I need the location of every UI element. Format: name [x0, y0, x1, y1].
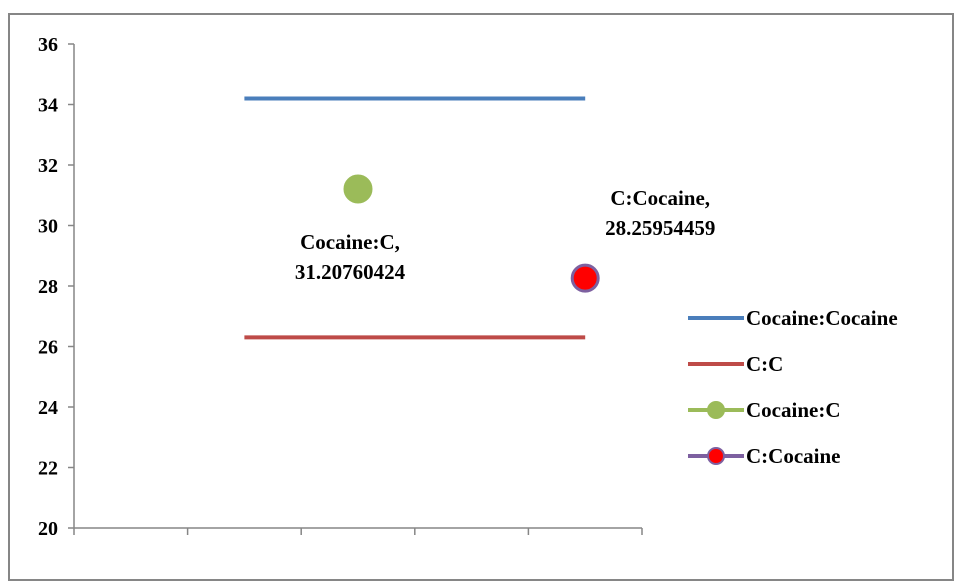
- legend-label: C:C: [746, 352, 783, 376]
- y-tick-label: 36: [38, 34, 58, 56]
- y-tick-label: 22: [38, 458, 58, 480]
- plot-series: [244, 96, 600, 340]
- data-label: Cocaine:C,: [300, 230, 400, 254]
- data-label: C:Cocaine,: [610, 186, 710, 210]
- y-tick-label: 20: [38, 518, 58, 540]
- data-label: 28.25954459: [605, 216, 715, 240]
- legend: Cocaine:Cocaine C:C Cocaine:C C:Cocaine: [688, 306, 898, 468]
- data-point: [570, 263, 600, 293]
- data-labels: Cocaine:C, 31.20760424 C:Cocaine, 28.259544…: [295, 186, 715, 284]
- y-tick-label: 34: [38, 95, 58, 117]
- y-tick-label: 28: [38, 276, 58, 298]
- data-label: 31.20760424: [295, 260, 406, 284]
- legend-label: Cocaine:Cocaine: [746, 306, 898, 330]
- y-tick-label: 24: [38, 397, 58, 419]
- legend-label: Cocaine:C: [746, 398, 840, 422]
- y-tick-label: 32: [38, 155, 58, 177]
- y-tick-label: 26: [38, 337, 58, 359]
- chart-frame: [8, 13, 954, 581]
- legend-label: C:Cocaine: [746, 444, 840, 468]
- legend-marker: [707, 447, 725, 465]
- axes: 20 22 24 26 28 30 32 34 36: [38, 34, 643, 540]
- data-point: [343, 174, 373, 204]
- legend-marker: [707, 401, 725, 419]
- y-tick-label: 30: [38, 216, 58, 238]
